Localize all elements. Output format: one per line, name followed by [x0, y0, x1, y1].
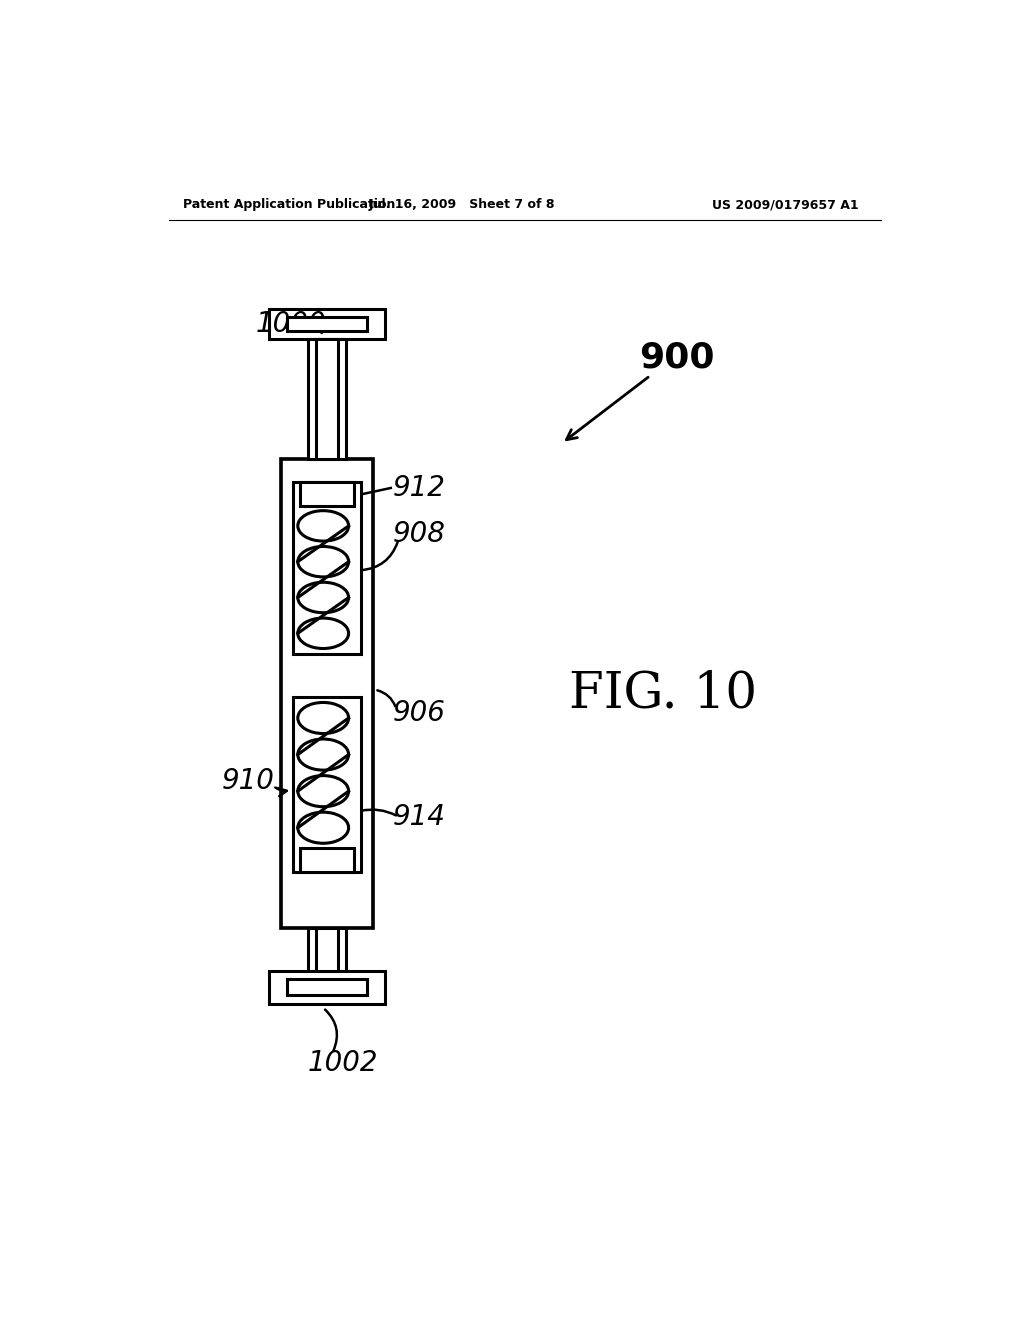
Text: 1000: 1000 [255, 310, 326, 338]
Bar [269, 970, 385, 1003]
Text: 908: 908 [392, 520, 445, 548]
Bar [307, 928, 346, 970]
Bar [281, 459, 373, 928]
Bar [316, 339, 338, 459]
Text: 1002: 1002 [307, 1049, 378, 1077]
Bar [316, 928, 338, 970]
Text: 910: 910 [221, 767, 274, 795]
Bar [293, 697, 360, 873]
Text: Jul. 16, 2009   Sheet 7 of 8: Jul. 16, 2009 Sheet 7 of 8 [369, 198, 555, 211]
Text: FIG. 10: FIG. 10 [569, 669, 758, 718]
Text: 900: 900 [639, 341, 715, 374]
Text: US 2009/0179657 A1: US 2009/0179657 A1 [712, 198, 858, 211]
Text: Patent Application Publication: Patent Application Publication [183, 198, 395, 211]
Text: 906: 906 [392, 698, 445, 727]
Bar [293, 482, 360, 653]
Bar [307, 339, 346, 459]
Bar [300, 847, 354, 873]
Bar [300, 482, 354, 507]
Text: 912: 912 [392, 474, 445, 502]
Text: 914: 914 [392, 803, 445, 830]
Bar [287, 317, 367, 331]
Bar [287, 317, 367, 331]
Bar [269, 309, 385, 339]
Bar [287, 979, 367, 995]
